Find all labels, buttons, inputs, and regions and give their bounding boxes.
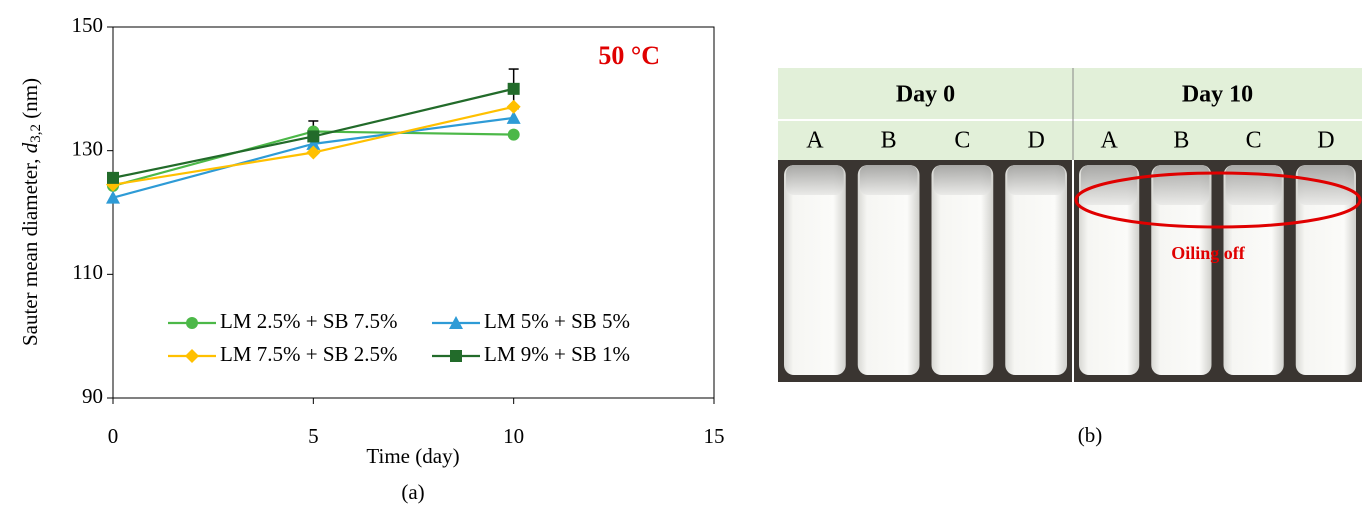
vial-top (934, 165, 992, 195)
sample-label: B (1173, 128, 1189, 154)
sample-label: D (1317, 128, 1334, 154)
legend-label: LM 7.5% + SB 2.5% (220, 342, 398, 366)
sample-label: C (954, 128, 970, 154)
data-point (507, 100, 521, 114)
sample-label: D (1027, 128, 1044, 154)
vial-top (1153, 165, 1209, 205)
x-tick-label: 0 (108, 424, 119, 448)
legend-marker (450, 350, 462, 362)
vial (784, 165, 846, 375)
vial-top (1298, 165, 1354, 205)
data-point (307, 130, 319, 142)
legend-label: LM 5% + SB 5% (484, 309, 630, 333)
y-label-unit: (nm) (18, 78, 42, 124)
sample-label: B (881, 128, 897, 154)
y-tick-label: 110 (72, 260, 103, 284)
vial-top (1007, 165, 1065, 195)
caption: (a) (401, 480, 424, 504)
figure: 50 °C Sauter mean diameter, d3,2 (nm) Ti… (0, 0, 1362, 511)
column-header: Day 0 (896, 82, 955, 108)
photo-caption: (b) (1078, 423, 1103, 447)
y-tick-label: 150 (72, 13, 104, 37)
y-tick-label: 90 (82, 384, 103, 408)
x-axis-label: Time (day) (366, 444, 459, 468)
sample-label: A (806, 128, 824, 154)
sample-label: C (1246, 128, 1262, 154)
vial-top (1081, 165, 1137, 205)
annotation: 50 °C (598, 41, 660, 70)
y-label-text: Sauter mean diameter, (18, 153, 42, 346)
data-point (508, 129, 520, 141)
photo: Oiling off (778, 68, 1362, 382)
y-label-sub: 3,2 (28, 124, 44, 143)
legend-marker (185, 349, 199, 363)
x-tick-label: 15 (704, 424, 725, 448)
vial (1005, 165, 1067, 375)
vial-top (1226, 165, 1282, 205)
legend-label: LM 9% + SB 1% (484, 342, 630, 366)
data-point (107, 172, 119, 184)
header-bg (778, 68, 1362, 160)
legend-label: LM 2.5% + SB 7.5% (220, 309, 398, 333)
y-tick-label: 130 (72, 136, 104, 160)
legend-marker (186, 317, 198, 329)
data-point (508, 83, 520, 95)
vial-top (786, 165, 844, 195)
y-axis-label: Sauter mean diameter, d3,2 (nm) (18, 78, 45, 346)
vial (858, 165, 920, 375)
column-header: Day 10 (1182, 82, 1253, 108)
x-tick-label: 5 (308, 424, 319, 448)
sample-label: A (1100, 128, 1118, 154)
vial-top (860, 165, 918, 195)
y-label-var: d (18, 142, 42, 153)
x-tick-label: 10 (503, 424, 524, 448)
vial (932, 165, 994, 375)
photo-annotation: Oiling off (1171, 243, 1246, 263)
